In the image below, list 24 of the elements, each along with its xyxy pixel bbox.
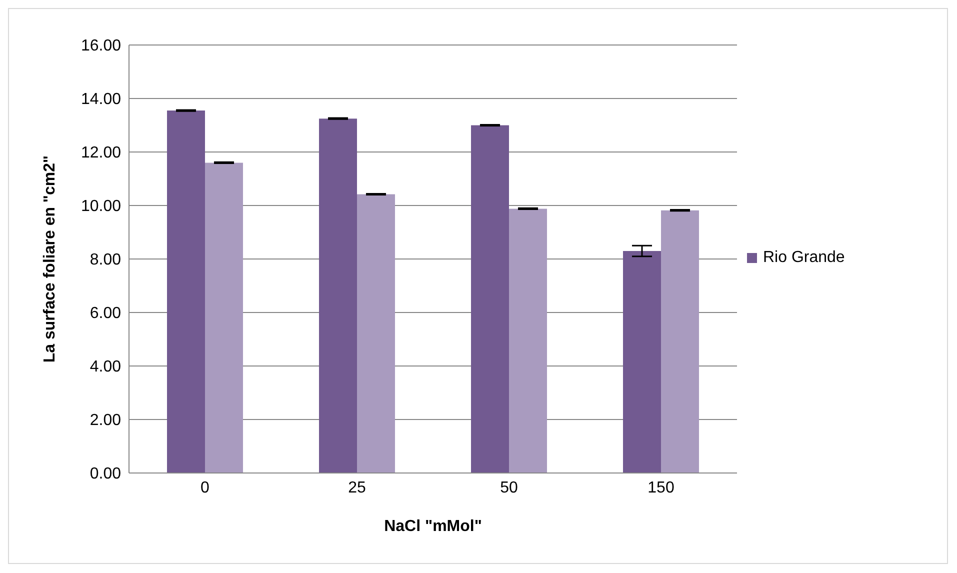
y-tick-label: 12.00 bbox=[80, 144, 122, 162]
x-tick-label: 150 bbox=[648, 479, 674, 496]
bar bbox=[509, 208, 547, 473]
bar bbox=[357, 194, 395, 473]
legend-label: Rio Grande bbox=[763, 249, 845, 267]
y-tick-label: 10.00 bbox=[80, 198, 122, 216]
x-tick-label: 25 bbox=[348, 479, 366, 496]
y-tick-label: 14.00 bbox=[80, 91, 122, 108]
x-axis-title: NaCl "mMol" bbox=[384, 518, 482, 535]
y-tick-label: 4.00 bbox=[90, 358, 122, 376]
bar bbox=[661, 210, 699, 473]
y-tick-label: 16.00 bbox=[80, 38, 122, 55]
x-tick-label: 50 bbox=[500, 479, 518, 496]
bar bbox=[319, 118, 357, 473]
y-axis-title: La surface foliare en "cm2" bbox=[42, 155, 59, 363]
x-tick-label: 0 bbox=[200, 479, 210, 496]
y-tick-label: 2.00 bbox=[90, 412, 122, 430]
y-tick-label: 6.00 bbox=[90, 305, 122, 322]
bar bbox=[471, 125, 509, 473]
bar bbox=[205, 162, 243, 473]
y-tick-label: 0.00 bbox=[90, 466, 122, 483]
bar bbox=[167, 110, 205, 473]
bar bbox=[623, 250, 661, 473]
y-tick-label: 8.00 bbox=[90, 252, 122, 269]
